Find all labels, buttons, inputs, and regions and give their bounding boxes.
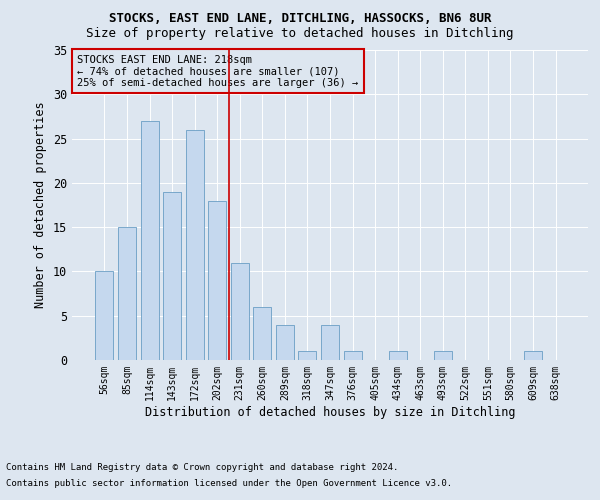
Text: STOCKS EAST END LANE: 218sqm
← 74% of detached houses are smaller (107)
25% of s: STOCKS EAST END LANE: 218sqm ← 74% of de… (77, 54, 358, 88)
Bar (163, 192, 181, 360)
Bar (276, 324, 294, 360)
Bar (298, 351, 316, 360)
Bar (118, 227, 136, 360)
Text: Size of property relative to detached houses in Ditchling: Size of property relative to detached ho… (86, 28, 514, 40)
Bar (344, 351, 362, 360)
X-axis label: Distribution of detached houses by size in Ditchling: Distribution of detached houses by size … (145, 406, 515, 418)
Bar (231, 262, 249, 360)
Text: Contains HM Land Registry data © Crown copyright and database right 2024.: Contains HM Land Registry data © Crown c… (6, 464, 398, 472)
Bar (253, 307, 271, 360)
Bar (208, 200, 226, 360)
Y-axis label: Number of detached properties: Number of detached properties (34, 102, 47, 308)
Bar (524, 351, 542, 360)
Text: Contains public sector information licensed under the Open Government Licence v3: Contains public sector information licen… (6, 478, 452, 488)
Bar (434, 351, 452, 360)
Bar (321, 324, 339, 360)
Bar (185, 130, 204, 360)
Text: STOCKS, EAST END LANE, DITCHLING, HASSOCKS, BN6 8UR: STOCKS, EAST END LANE, DITCHLING, HASSOC… (109, 12, 491, 26)
Bar (140, 121, 158, 360)
Bar (95, 272, 113, 360)
Bar (389, 351, 407, 360)
